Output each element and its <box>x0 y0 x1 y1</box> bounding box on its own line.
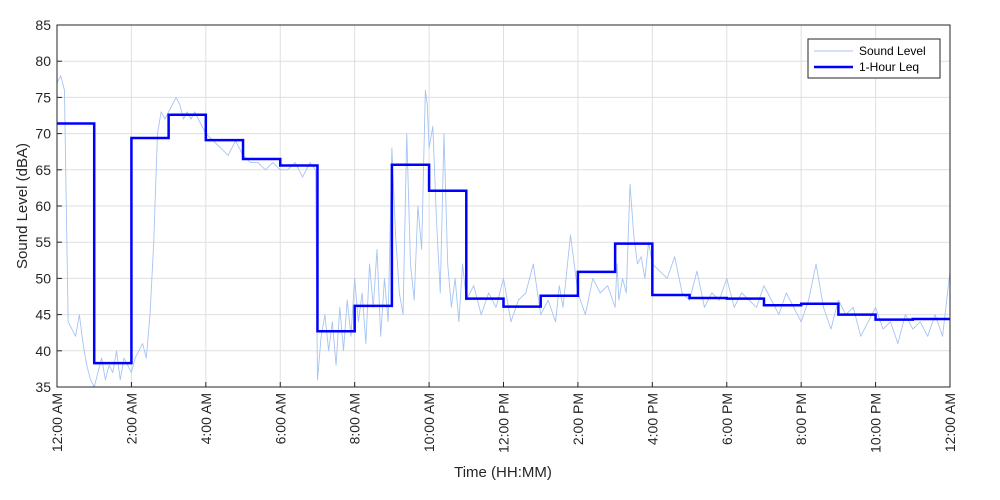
y-tick-label: 80 <box>35 53 51 69</box>
x-tick-label: 10:00 PM <box>868 393 884 453</box>
leq-step-line <box>57 113 950 365</box>
y-tick-label: 35 <box>35 379 51 395</box>
x-tick-label: 2:00 AM <box>123 393 139 444</box>
x-tick-label: 12:00 AM <box>942 393 958 452</box>
y-tick-label: 45 <box>35 307 51 323</box>
y-axis-label: Sound Level (dBA) <box>14 143 31 269</box>
x-axis-ticks: 12:00 AM 2:00 AM 4:00 AM 6:00 AM 8:00 AM 10:0… <box>49 382 958 453</box>
y-tick-label: 75 <box>35 89 51 105</box>
x-tick-label: 2:00 PM <box>570 393 586 445</box>
x-tick-label: 8:00 PM <box>793 393 809 445</box>
y-tick-label: 60 <box>35 198 51 214</box>
series-sound-level <box>56 75 951 388</box>
y-axis-ticks: 35 40 45 50 55 60 65 70 75 80 85 <box>35 17 62 395</box>
y-tick-label: 55 <box>35 234 51 250</box>
y-tick-label: 40 <box>35 343 51 359</box>
sound-level-line <box>56 75 951 388</box>
x-tick-label: 4:00 PM <box>644 393 660 445</box>
y-tick-label: 50 <box>35 270 51 286</box>
legend-box <box>807 38 941 79</box>
x-tick-label: 6:00 AM <box>272 393 288 444</box>
x-axis-label: Time (HH:MM) <box>454 464 552 481</box>
x-tick-label: 12:00 PM <box>496 393 512 453</box>
x-tick-label: 8:00 AM <box>347 393 363 444</box>
y-tick-label: 65 <box>35 162 51 178</box>
x-tick-label: 6:00 PM <box>719 393 735 445</box>
y-tick-label: 85 <box>35 17 51 33</box>
x-tick-label: 4:00 AM <box>198 393 214 444</box>
series-1-hour-leq <box>57 113 950 365</box>
legend: Sound Level 1-Hour Leq <box>807 38 941 79</box>
legend-label-sound-level: Sound Level <box>859 44 926 58</box>
y-tick-label: 70 <box>35 126 51 142</box>
x-tick-label: 12:00 AM <box>49 393 65 452</box>
x-tick-label: 10:00 AM <box>421 393 437 452</box>
legend-label-1-hour-leq: 1-Hour Leq <box>859 60 919 74</box>
